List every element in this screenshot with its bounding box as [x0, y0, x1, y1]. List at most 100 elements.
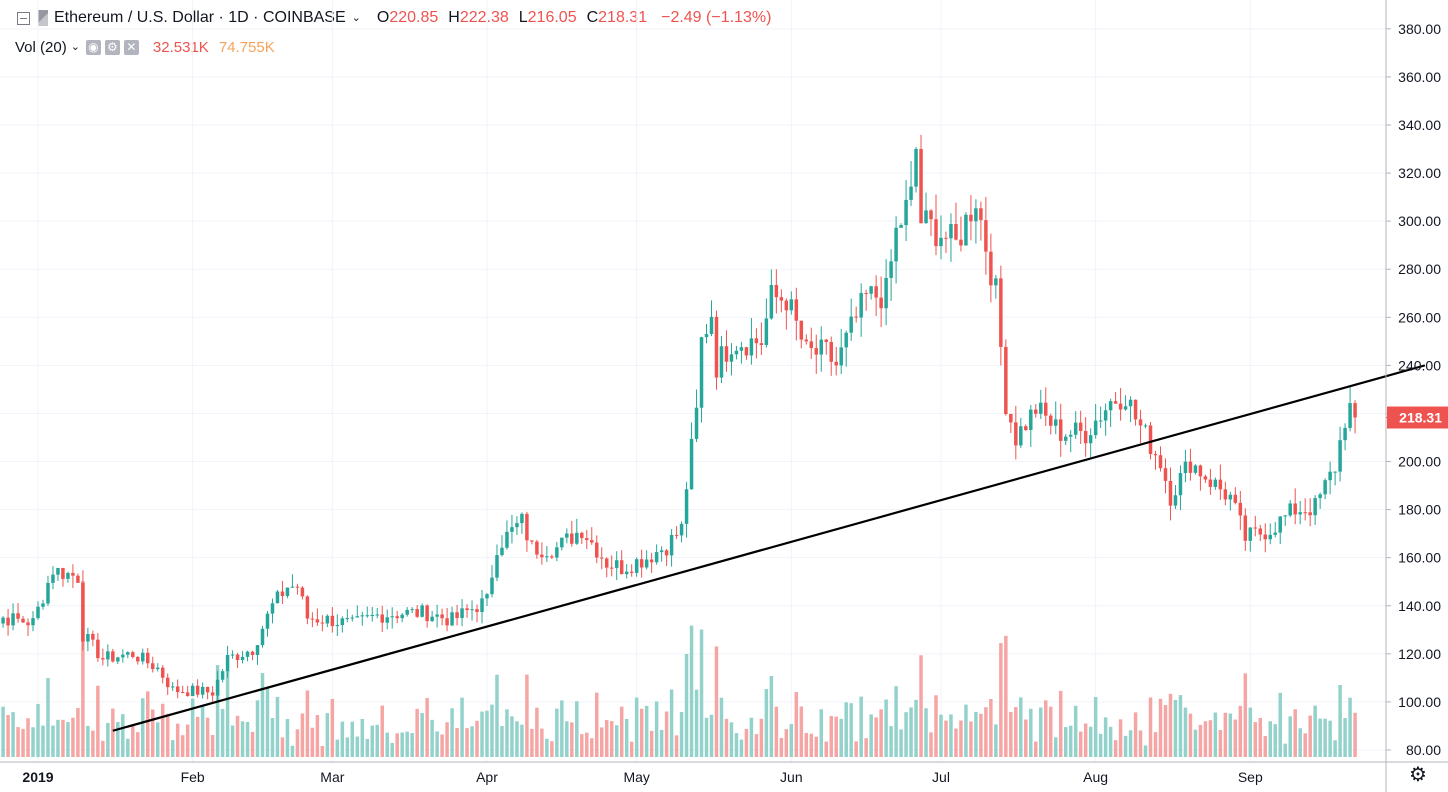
volume-bar: [1188, 713, 1193, 757]
volume-bar: [964, 704, 968, 757]
candle-body: [679, 523, 684, 536]
volume-bar: [450, 708, 454, 757]
volume-bar: [61, 719, 65, 757]
candle-body: [1263, 534, 1268, 540]
volume-bar: [659, 729, 664, 757]
candle-body: [1123, 406, 1128, 410]
ohlc-close: C218.31: [586, 9, 648, 26]
candle-body: [654, 552, 659, 563]
time-tick-label: Mar: [320, 769, 344, 785]
volume-bar: [1053, 737, 1058, 757]
candle-body: [131, 652, 135, 657]
candle-body: [1143, 425, 1148, 427]
candle-body: [395, 616, 399, 619]
candle-body: [345, 618, 350, 620]
time-tick-label: May: [623, 769, 649, 785]
candle-body: [954, 223, 958, 240]
chevron-down-icon[interactable]: ⌄: [351, 11, 361, 24]
symbol-title[interactable]: Ethereum / U.S. Dollar · 1D · COINBASE: [54, 9, 346, 26]
candle-body: [450, 612, 454, 626]
gear-icon[interactable]: ⚙: [104, 39, 120, 55]
volume-bar: [355, 736, 360, 757]
candle-body: [999, 278, 1003, 347]
volume-bar: [1278, 692, 1282, 757]
volume-bar: [1083, 723, 1088, 757]
volume-title[interactable]: Vol (20): [15, 38, 67, 56]
volume-bar: [41, 725, 45, 757]
candle-body: [180, 692, 185, 694]
candle-body: [96, 639, 100, 659]
volume-bar: [1073, 705, 1078, 757]
candle-body: [250, 651, 255, 656]
price-tick-label: 240.00: [1398, 357, 1441, 373]
chevron-down-icon[interactable]: ⌄: [70, 40, 80, 53]
settings-gear-icon[interactable]: ⚙: [1409, 764, 1427, 786]
candle-body: [405, 609, 409, 615]
volume-bar: [839, 718, 843, 757]
candle-body: [545, 556, 549, 558]
volume-bar: [1024, 719, 1028, 757]
volume-bar: [310, 727, 315, 757]
candle-body: [360, 615, 365, 617]
candle-body: [200, 686, 205, 695]
volume-bar: [679, 711, 684, 757]
candle-body: [460, 608, 464, 619]
candle-body: [51, 574, 55, 583]
candle-body: [41, 603, 45, 607]
volume-bar: [884, 699, 888, 757]
volume-bar: [36, 703, 40, 757]
candle-body: [165, 677, 170, 688]
candle-body: [1318, 494, 1322, 499]
volume-bar: [525, 674, 529, 757]
candle-body: [914, 148, 918, 187]
volume-bar: [165, 713, 170, 757]
close-icon[interactable]: ✕: [123, 39, 139, 55]
volume-bar: [385, 732, 389, 757]
candle-body: [1173, 495, 1178, 506]
volume-bar: [754, 734, 759, 757]
volume-bar: [390, 742, 394, 757]
candle-body: [355, 616, 360, 618]
volume-bar: [460, 697, 464, 757]
volume-bar: [590, 738, 594, 757]
volume-bar: [609, 721, 614, 757]
trendline[interactable]: [112, 364, 1426, 732]
candle-body: [480, 598, 484, 613]
candle-body: [604, 558, 609, 568]
candle-body: [724, 346, 729, 362]
candle-body: [540, 554, 544, 558]
candle-body: [659, 550, 664, 553]
candle-body: [609, 567, 614, 569]
candle-body: [1113, 401, 1118, 404]
price-axis[interactable]: 80.00 100.00 120.00 140.00 160.00 180.00 200.0…: [1386, 21, 1441, 758]
time-axis[interactable]: 2019 Feb Mar Apr May Jun Jul Aug Sep: [22, 769, 1263, 785]
candle-body: [565, 533, 569, 538]
volume-bar: [629, 741, 634, 757]
candle-body: [1208, 479, 1213, 487]
candle-body: [1248, 527, 1253, 541]
volume-bar: [1333, 740, 1337, 757]
volume-bar: [1138, 730, 1143, 757]
volume-bar: [315, 715, 320, 757]
eye-icon[interactable]: ◉: [85, 39, 101, 55]
candle-body: [864, 292, 868, 294]
volume-bar: [909, 707, 913, 757]
volume-bar: [624, 718, 629, 757]
price-tick-label: 100.00: [1398, 694, 1441, 710]
volume-bar: [1093, 697, 1098, 757]
volume-bar: [969, 721, 973, 757]
candle-body: [624, 571, 629, 575]
candle-body: [111, 651, 115, 662]
volume-bar: [400, 732, 404, 757]
volume-bar: [405, 731, 409, 757]
candle-body: [879, 297, 883, 309]
volume-bar: [1268, 721, 1273, 757]
candle-body: [729, 354, 734, 362]
volume-bar: [200, 705, 205, 757]
candle-body: [425, 605, 429, 622]
candle-body: [1238, 502, 1243, 516]
collapse-icon[interactable]: [17, 11, 30, 25]
volume-bar: [230, 725, 235, 757]
candles: [1, 134, 1357, 703]
